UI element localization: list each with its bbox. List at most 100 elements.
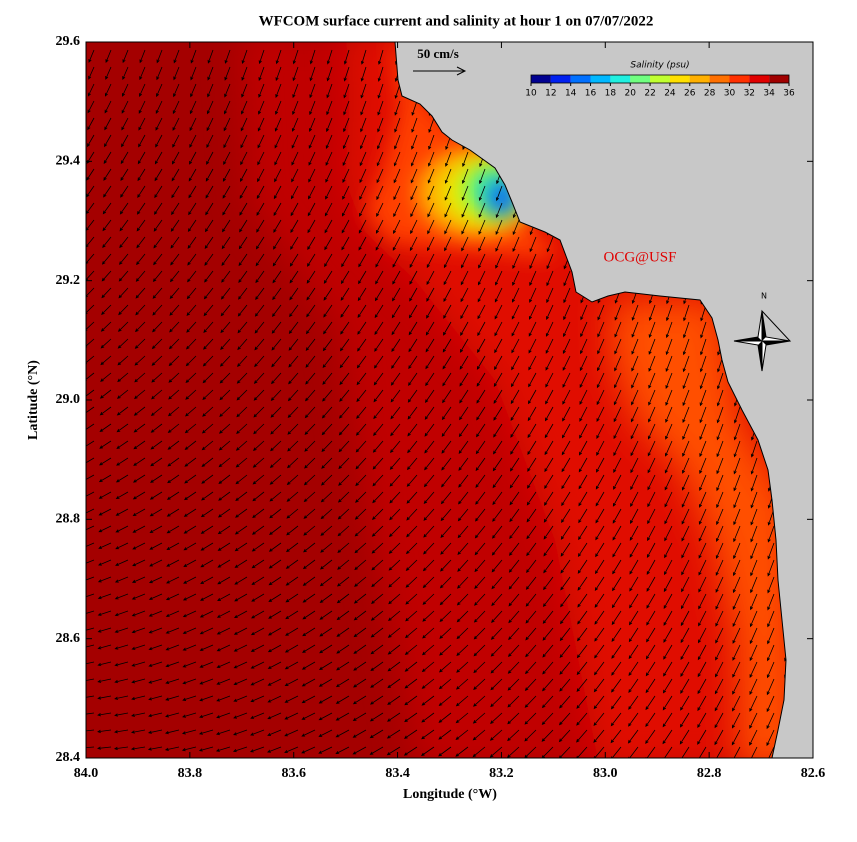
current-vector xyxy=(217,576,231,585)
current-vector xyxy=(630,474,639,491)
current-vector xyxy=(526,508,537,523)
current-vector xyxy=(289,304,299,318)
current-vector xyxy=(372,491,384,504)
current-vector xyxy=(628,627,639,643)
current-vector xyxy=(543,542,554,557)
current-vector xyxy=(170,253,180,266)
current-vector xyxy=(86,491,95,499)
current-vector xyxy=(491,542,503,556)
current-vector xyxy=(495,219,503,235)
current-vector xyxy=(541,729,554,742)
current-vector xyxy=(275,100,282,115)
current-vector xyxy=(374,338,384,352)
current-vector xyxy=(318,712,333,721)
current-vector xyxy=(373,355,384,369)
current-vector xyxy=(308,185,316,200)
current-vector xyxy=(528,338,537,354)
current-vector xyxy=(716,406,724,424)
current-vector xyxy=(733,457,741,475)
current-vector xyxy=(698,576,707,593)
current-vector xyxy=(105,49,112,64)
current-vector xyxy=(358,270,367,285)
current-vector xyxy=(236,423,248,435)
current-vector xyxy=(404,712,418,723)
current-vector xyxy=(166,525,180,534)
current-vector xyxy=(342,134,350,150)
current-vector xyxy=(156,66,163,81)
current-vector xyxy=(131,593,146,600)
current-vector xyxy=(119,219,129,232)
current-vector xyxy=(357,304,367,318)
current-vector xyxy=(284,661,299,670)
current-vector xyxy=(252,440,265,452)
colorbar-tick-label: 14 xyxy=(565,89,577,99)
current-vector xyxy=(664,525,673,542)
current-vector xyxy=(340,270,350,285)
current-vector xyxy=(716,389,724,407)
current-vector xyxy=(529,253,537,270)
current-vector xyxy=(307,236,316,251)
current-vector xyxy=(388,576,401,588)
current-vector xyxy=(216,610,231,618)
current-vector xyxy=(325,151,333,166)
current-vector xyxy=(115,491,129,500)
current-vector xyxy=(103,185,112,198)
current-vector xyxy=(421,695,435,706)
current-vector xyxy=(320,491,333,503)
current-vector xyxy=(576,661,588,676)
current-vector xyxy=(473,678,486,690)
current-vector xyxy=(199,627,214,635)
current-vector xyxy=(86,406,95,416)
current-vector xyxy=(404,678,418,689)
current-vector xyxy=(427,168,435,184)
current-vector xyxy=(427,202,435,218)
current-vector xyxy=(410,202,418,218)
current-vector xyxy=(200,542,214,551)
current-vector xyxy=(394,100,401,116)
current-vector xyxy=(391,321,401,336)
current-vector xyxy=(216,661,231,668)
current-vector xyxy=(404,627,418,639)
current-vector xyxy=(173,83,180,98)
current-vector xyxy=(560,559,571,574)
current-vector xyxy=(749,627,758,645)
current-vector xyxy=(593,712,605,727)
current-vector xyxy=(597,355,605,372)
current-vector xyxy=(390,423,401,437)
current-vector xyxy=(457,525,469,539)
current-vector xyxy=(578,440,588,456)
current-vector xyxy=(169,304,180,316)
current-vector xyxy=(731,712,741,729)
current-vector xyxy=(285,593,299,603)
current-vector xyxy=(393,151,401,167)
current-vector xyxy=(612,542,622,558)
current-vector xyxy=(189,117,197,132)
current-vector xyxy=(233,729,248,736)
current-vector xyxy=(284,695,299,703)
current-vector xyxy=(201,474,214,484)
current-vector xyxy=(492,457,503,472)
current-vector xyxy=(269,457,282,469)
current-vector xyxy=(271,304,282,317)
current-vector xyxy=(356,372,367,386)
current-vector xyxy=(440,525,452,538)
current-vector xyxy=(305,355,316,368)
current-vector xyxy=(475,440,486,455)
current-vector xyxy=(561,508,571,523)
current-vector xyxy=(512,287,520,303)
current-vector xyxy=(628,678,639,693)
current-vector xyxy=(593,661,605,676)
current-vector xyxy=(234,576,248,585)
current-vector xyxy=(596,406,605,423)
current-vector xyxy=(408,372,418,386)
current-vector xyxy=(595,474,605,490)
current-vector xyxy=(304,423,316,436)
current-vector xyxy=(324,219,333,234)
current-vector xyxy=(561,474,571,490)
current-vector xyxy=(546,253,554,270)
current-vector xyxy=(390,440,401,454)
current-vector xyxy=(390,372,401,386)
title: WFCOM surface current and salinity at ho… xyxy=(259,13,654,29)
current-vector xyxy=(254,304,265,317)
current-vector xyxy=(252,474,265,485)
